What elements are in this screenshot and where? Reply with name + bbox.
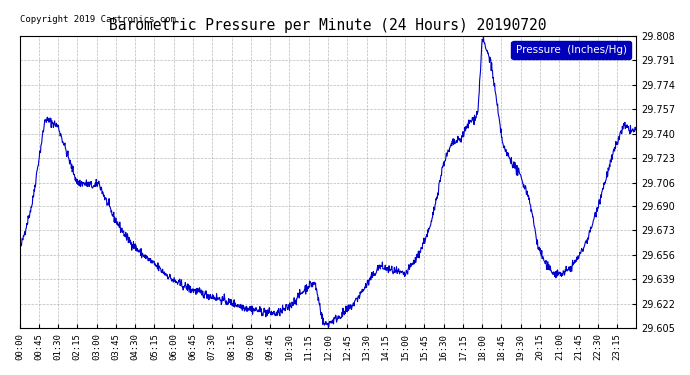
Text: Copyright 2019 Cartronics.com: Copyright 2019 Cartronics.com	[19, 15, 175, 24]
Legend: Pressure  (Inches/Hg): Pressure (Inches/Hg)	[511, 41, 631, 59]
Title: Barometric Pressure per Minute (24 Hours) 20190720: Barometric Pressure per Minute (24 Hours…	[109, 18, 546, 33]
